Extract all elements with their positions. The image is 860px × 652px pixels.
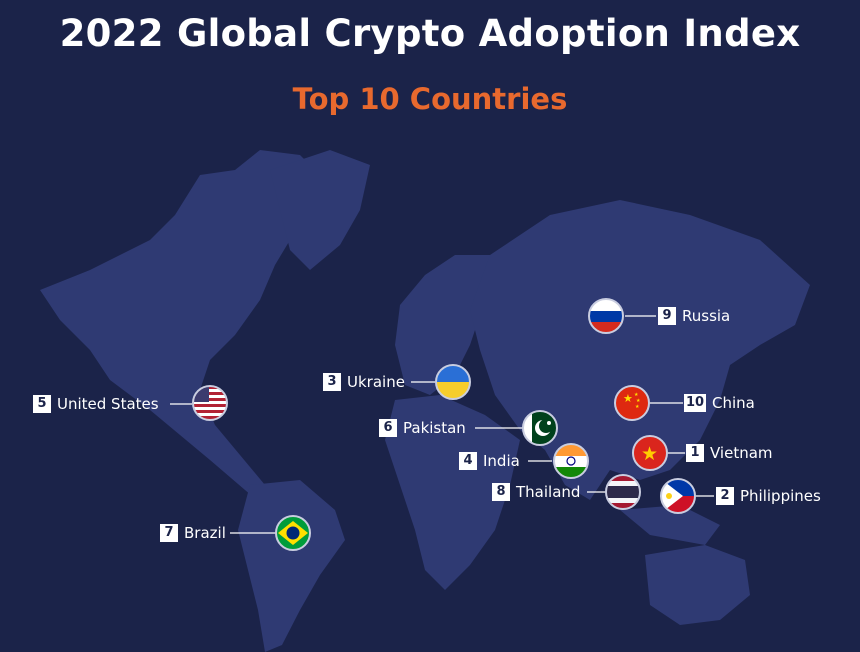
rank-badge: 2: [716, 487, 734, 505]
russia-flag-icon: [588, 298, 624, 334]
rank-badge: 8: [492, 483, 510, 501]
ukraine-flag-icon: [435, 364, 471, 400]
country-name: Philippines: [740, 487, 821, 505]
indonesia-landmass: [620, 505, 720, 545]
usa-flag-icon: [192, 385, 228, 421]
greenland-landmass: [270, 150, 370, 270]
rank-badge: 5: [33, 395, 51, 413]
brazil-flag-icon: [275, 515, 311, 551]
country-label-united-states: 5 United States: [33, 395, 159, 413]
map-title: 2022 Global Crypto Adoption Index: [59, 12, 801, 55]
country-name: Russia: [682, 307, 731, 325]
country-name: Thailand: [516, 483, 581, 501]
rank-badge: 7: [160, 524, 178, 542]
africa-landmass: [385, 395, 520, 590]
svg-text:★: ★: [634, 392, 639, 398]
country-label-china: 10 China: [684, 394, 755, 412]
country-label-thailand: 8 Thailand: [492, 483, 580, 501]
rank-badge: 3: [323, 373, 341, 391]
country-name: United States: [57, 395, 159, 413]
map-subtitle: Top 10 Countries: [292, 82, 568, 116]
philippines-flag-icon: [660, 478, 696, 514]
rank-badge: 1: [686, 444, 704, 462]
country-name: Pakistan: [403, 419, 466, 437]
rank-badge: 6: [379, 419, 397, 437]
country-label-ukraine: 3 Ukraine: [323, 373, 405, 391]
country-name: India: [483, 452, 520, 470]
svg-text:★: ★: [636, 398, 641, 404]
country-name: Brazil: [184, 524, 226, 542]
svg-text:★: ★: [641, 443, 658, 465]
north-america-landmass: [40, 150, 320, 515]
country-label-india: 4 India: [459, 452, 520, 470]
china-flag-icon: ★ ★ ★ ★: [614, 385, 650, 421]
thailand-flag-icon: [605, 474, 641, 510]
country-label-pakistan: 6 Pakistan: [379, 419, 466, 437]
rank-badge: 4: [459, 452, 477, 470]
rank-badge: 10: [684, 394, 706, 412]
country-name: Ukraine: [347, 373, 405, 391]
country-name: China: [712, 394, 755, 412]
country-label-russia: 9 Russia: [658, 307, 730, 325]
india-flag-icon: [553, 443, 589, 479]
connector-lines: [170, 315, 714, 534]
svg-text:★: ★: [623, 392, 633, 405]
rank-badge: 9: [658, 307, 676, 325]
country-label-brazil: 7 Brazil: [160, 524, 226, 542]
svg-text:★: ★: [635, 404, 640, 410]
south-america-landmass: [238, 480, 345, 652]
country-label-vietnam: 1 Vietnam: [686, 444, 773, 462]
europe-landmass: [395, 255, 500, 395]
vietnam-flag-icon: ★: [632, 435, 668, 471]
australia-landmass: [645, 545, 750, 625]
pakistan-flag-icon: [522, 410, 558, 446]
country-label-philippines: 2 Philippines: [716, 487, 821, 505]
country-name: Vietnam: [710, 444, 773, 462]
